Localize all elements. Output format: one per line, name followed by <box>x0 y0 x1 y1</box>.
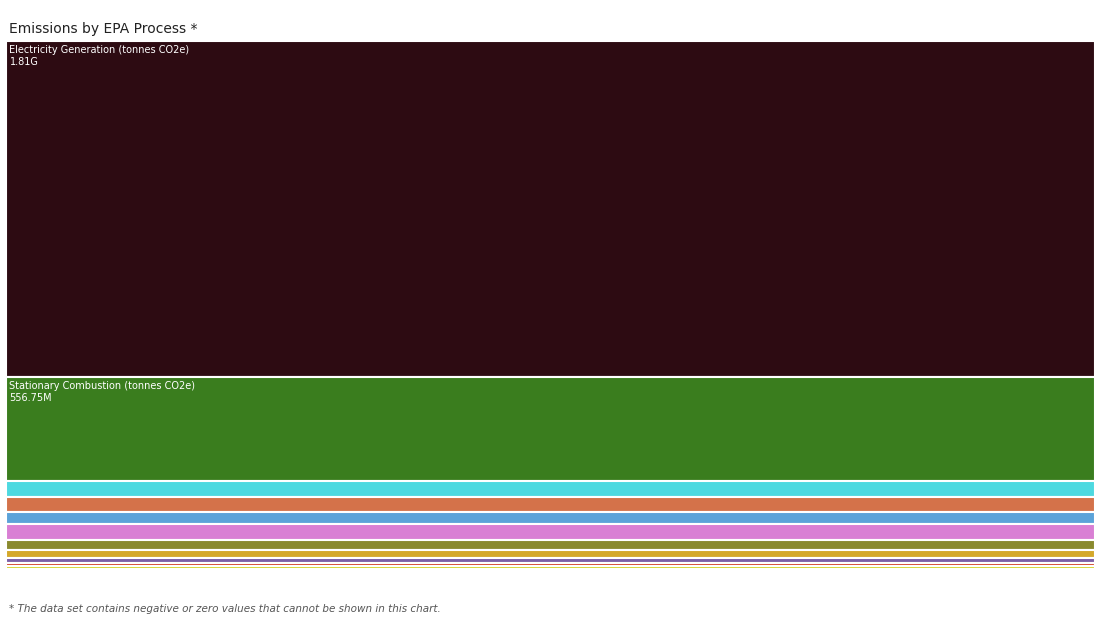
Text: Stationary Combustion (tonnes CO2e)
556.75M: Stationary Combustion (tonnes CO2e) 556.… <box>10 381 196 403</box>
Bar <box>6 562 1094 566</box>
Bar <box>6 550 1094 558</box>
Bar <box>6 558 1094 562</box>
Bar <box>6 566 1094 569</box>
Bar <box>6 578 1094 579</box>
Bar <box>6 481 1094 496</box>
Bar <box>6 581 1094 582</box>
Bar <box>6 41 1094 377</box>
Bar <box>6 580 1094 581</box>
Bar <box>6 569 1094 571</box>
Bar <box>6 575 1094 577</box>
Text: Emissions by EPA Process *: Emissions by EPA Process * <box>9 22 197 36</box>
Bar <box>6 582 1094 583</box>
Bar <box>6 539 1094 550</box>
Bar <box>6 573 1094 575</box>
Bar <box>6 496 1094 512</box>
Bar <box>6 512 1094 524</box>
Bar <box>6 571 1094 573</box>
Text: Electricity Generation (tonnes CO2e)
1.81G: Electricity Generation (tonnes CO2e) 1.8… <box>10 44 189 67</box>
Text: * The data set contains negative or zero values that cannot be shown in this cha: * The data set contains negative or zero… <box>9 604 440 614</box>
Bar <box>6 577 1094 578</box>
Bar <box>6 524 1094 539</box>
Bar <box>6 579 1094 580</box>
Bar <box>6 377 1094 481</box>
